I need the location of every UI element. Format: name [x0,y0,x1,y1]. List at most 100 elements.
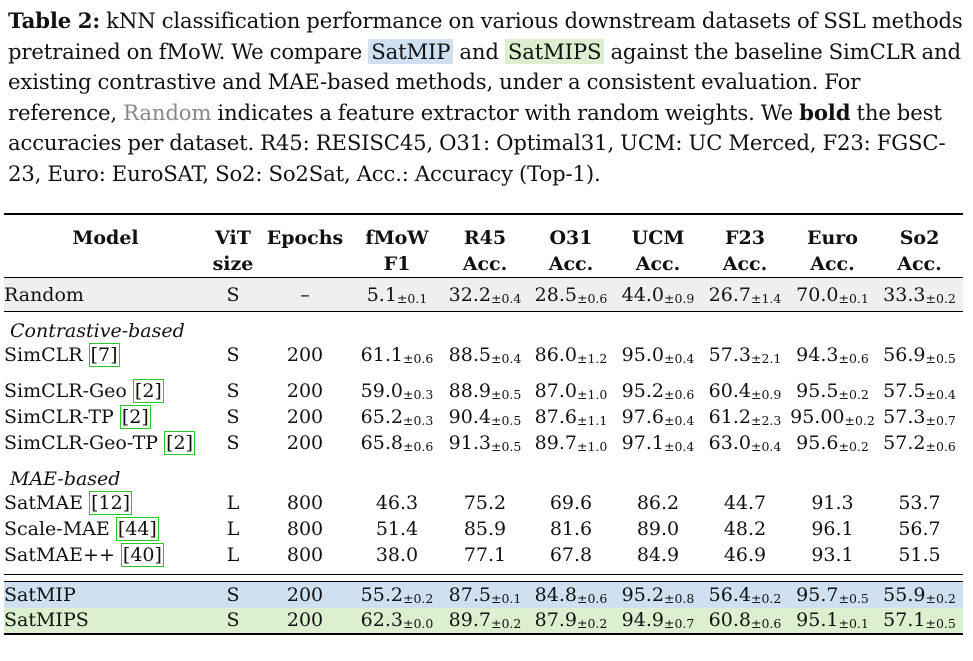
cell-value: 26.7±1.4 [708,283,782,306]
cell-value: 87.6±1.1 [534,406,608,428]
table-row: Scale-MAE [44] L 800 51.4 85.9 81.6 89.0… [4,516,963,542]
citation-link[interactable]: [2] [119,405,151,429]
row-vit-size: S [226,283,240,306]
table-row: SimCLR-Geo [2] S 200 59.0±0.3 88.9±0.5 8… [4,378,963,404]
cell-value: 86.0±1.2 [534,344,608,366]
row-model-name: SatMAE++ [40] [4,543,164,567]
cell-value: 70.0±0.1 [796,283,869,306]
cell-value: 32.2±0.4 [448,283,522,306]
table-row: SatMAE++ [40] L 800 38.0 77.1 67.8 84.9 … [4,542,963,568]
citation-link[interactable]: [40] [120,543,164,567]
cell-value: 33.3±0.2 [883,283,956,306]
cell-value-best: 56.7 [898,518,941,540]
cell-value: 87.5±0.1 [448,583,522,606]
cell-value-best: 57.5±0.4 [883,380,956,402]
cell-value: 89.0 [636,518,680,540]
cell-value: 57.3±2.1 [708,344,782,366]
header-ucm: UCM Acc. [631,227,685,275]
row-model-name: Scale-MAE [44] [4,517,159,541]
table-row: SimCLR [7] S 200 61.1±0.6 88.5±0.4 86.0±… [4,342,963,368]
row-spacer [4,368,963,378]
cell-value: 95.0±0.4 [621,344,695,366]
cell-value: 69.6 [549,492,593,514]
citation-link[interactable]: [44] [115,517,159,541]
citation-link[interactable]: [2] [132,379,164,403]
caption-text-2: against the baseline SimCLR and existing… [8,38,961,125]
row-epochs: 200 [286,406,324,428]
table-row: SimCLR-TP [2] S 200 65.2±0.3 90.4±0.5 87… [4,404,963,430]
citation-link[interactable]: [12] [89,491,133,515]
row-model-name: SimCLR-Geo [2] [4,379,164,403]
cell-value-best: 91.3±0.5 [448,432,522,454]
cell-value: 65.2±0.3 [360,406,434,428]
cell-value-best: 96.1 [811,518,854,540]
row-model-name: SimCLR-Geo-TP [2] [4,431,196,455]
row-spacer [4,568,963,575]
citation-link[interactable]: [7] [88,343,120,367]
table-row: SatMIP S 200 55.2±0.2 87.5±0.1 84.8±0.6 … [4,581,963,608]
cell-value: 55.2±0.2 [360,583,434,606]
cell-value: 89.7±0.2 [448,609,522,631]
cell-value: 44.0±0.9 [621,283,695,306]
cell-value-best: 95.6±0.2 [796,432,869,454]
cell-value: 88.9±0.5 [448,380,522,402]
caption-text-1: kNN classification performance on variou… [8,8,963,64]
cell-value-best: 63.0±0.4 [708,432,782,454]
row-epochs: 200 [286,344,324,366]
header-o31: O31 Acc. [548,227,594,275]
cell-value: 87.0±1.0 [534,380,608,402]
cell-value: 91.3 [811,492,854,514]
caption-bold-word: bold [799,99,851,125]
row-model-name: SatMIPS [4,609,89,631]
citation-link[interactable]: [2] [164,431,196,455]
row-vit-size: L [226,518,240,540]
cell-value: 48.2 [723,518,767,540]
header-vit-size: ViT size [212,227,254,275]
cell-value: 61.2±2.3 [708,406,782,428]
row-epochs: – [300,283,310,306]
table-row: SimCLR-Geo-TP [2] S 200 65.8±0.6 91.3±0.… [4,430,963,456]
cell-value: 59.0±0.3 [360,380,434,402]
row-vit-size: L [226,544,240,566]
header-r45: R45 Acc. [462,227,508,275]
row-vit-size: S [226,406,240,428]
header-so2: So2 Acc. [897,227,942,275]
cell-value: 86.2 [636,492,680,514]
row-model-name: SatMAE [12] [4,491,133,515]
row-epochs: 800 [286,492,324,514]
row-vit-size: S [226,609,240,631]
cell-value: 81.6 [549,518,593,540]
row-epochs: 200 [286,583,324,606]
header-epochs: Epochs [266,227,344,249]
cell-value: 95.2±0.6 [621,380,695,402]
cell-value: 51.4 [375,518,419,540]
cell-value: 93.1 [811,544,854,566]
cell-value: 60.8±0.6 [708,609,782,631]
cell-value-best: 97.1±0.4 [621,432,695,454]
cell-value: 62.3±0.0 [360,609,434,631]
row-vit-size: L [226,492,240,514]
row-epochs: 800 [286,544,324,566]
cell-value: 51.5 [898,544,941,566]
cell-value: 90.4±0.5 [448,406,522,428]
cell-value: 55.9±0.2 [883,583,956,606]
cell-value: 95.1±0.1 [796,609,869,631]
group-header-contrastive: Contrastive-based [10,320,185,342]
caption-text-3: indicates a feature extractor with rando… [217,99,794,125]
cell-value: 94.3±0.6 [796,344,869,366]
table-row: SatMIPS S 200 62.3±0.0 89.7±0.2 87.9±0.2… [4,607,963,634]
table-row: Random S – 5.1±0.1 32.2±0.4 28.5±0.6 44.… [4,277,963,312]
cell-value: 46.9 [723,544,767,566]
table-header: Model ViT size Epochs fMoW F1 R45 Acc. O31 A… [4,214,963,278]
row-vit-size: S [226,583,240,606]
cell-value: 60.4±0.9 [708,380,782,402]
cell-value: 38.0 [375,544,419,566]
cell-value: 84.8±0.6 [534,583,608,606]
header-euro: Euro Acc. [807,227,858,275]
cell-value: 75.2 [463,492,507,514]
caption-satmip: SatMIP [368,38,454,64]
cell-value: 88.5±0.4 [448,344,522,366]
results-table: Model ViT size Epochs fMoW F1 R45 Acc. O31 A… [4,213,963,635]
caption-text-4: the best accuracies per dataset. R45: RE… [8,99,946,186]
cell-value: 53.7 [898,492,941,514]
